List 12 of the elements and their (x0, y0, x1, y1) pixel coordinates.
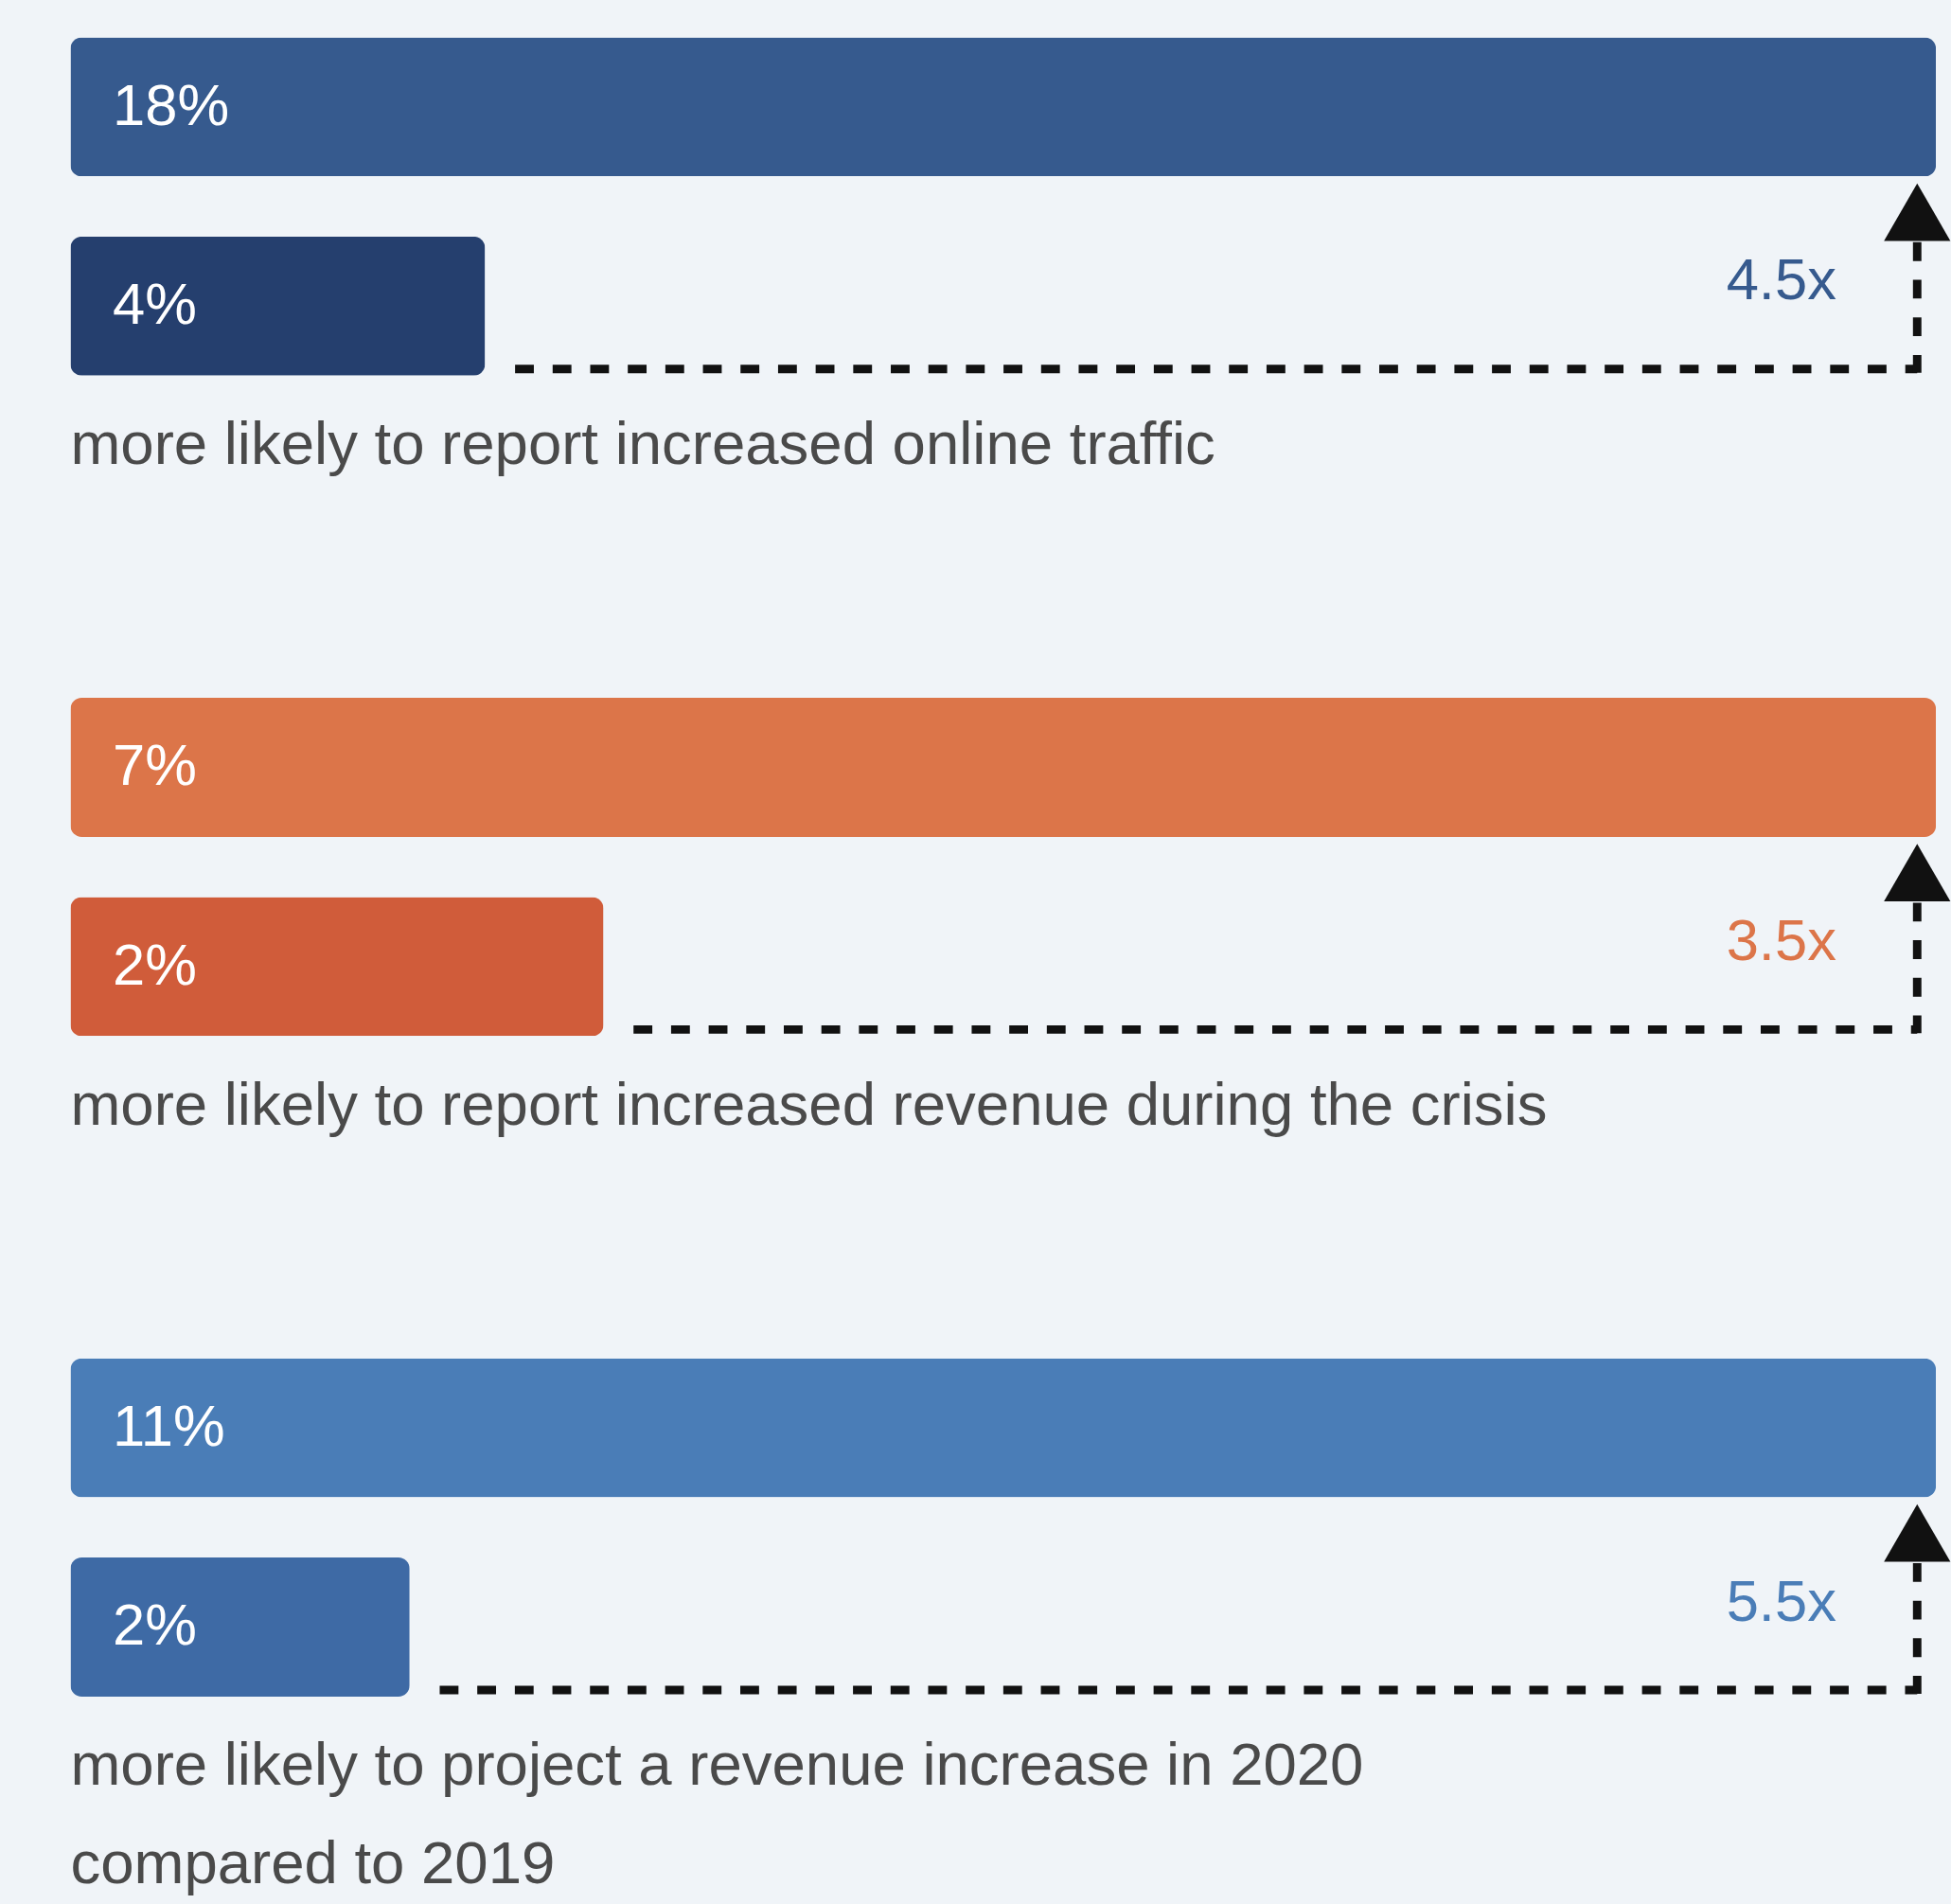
annotation: 3.5x (1726, 906, 1837, 972)
data-label: 7% (113, 732, 197, 798)
text: more likely to report increased online traffic (70, 410, 1215, 476)
data-label: 2% (113, 931, 197, 997)
data-label: 2% (113, 1592, 197, 1658)
data-label: 11% (113, 1392, 225, 1458)
text: more likely to report increased revenue during the crisis (70, 1070, 1548, 1137)
text: more likely to project a revenue increase in 2020 compared to 2019 (70, 1731, 1364, 1896)
annotation: 4.5x (1726, 246, 1837, 312)
annotation: 5.5x (1726, 1567, 1837, 1633)
data-label: 18% (113, 71, 230, 137)
data-label: 4% (113, 271, 197, 337)
